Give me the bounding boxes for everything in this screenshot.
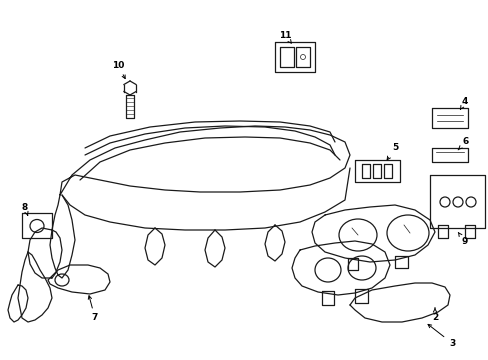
Text: 2: 2	[431, 308, 437, 323]
Text: 11: 11	[278, 31, 291, 43]
Text: 8: 8	[22, 203, 28, 215]
Text: 10: 10	[112, 60, 125, 78]
Text: 5: 5	[386, 144, 397, 160]
Text: 6: 6	[457, 138, 468, 150]
Text: 7: 7	[88, 296, 98, 323]
Text: 1: 1	[0, 359, 1, 360]
Text: 3: 3	[427, 324, 454, 347]
Text: 4: 4	[459, 98, 467, 109]
Text: 9: 9	[457, 233, 467, 247]
